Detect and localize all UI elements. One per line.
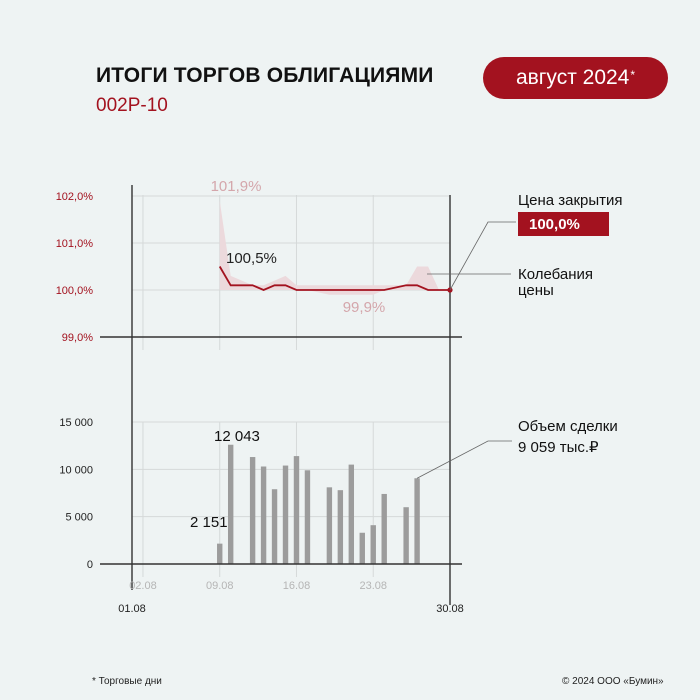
volume-tick-label: 0 <box>87 559 93 571</box>
band-label-line1: Колебания <box>518 266 593 283</box>
first-close-label: 100,5% <box>226 250 277 267</box>
max-price-label: 101,9% <box>211 178 262 195</box>
price-tick-label: 100,0% <box>56 285 94 297</box>
page-title: ИТОГИ ТОРГОВ ОБЛИГАЦИЯМИ <box>96 64 434 87</box>
close-price-badge <box>518 212 609 236</box>
price-tick-label: 102,0% <box>56 191 94 203</box>
x-tick-label: 02.08 <box>129 580 157 592</box>
page-subtitle: 002P-10 <box>96 95 168 116</box>
volume-bar <box>293 456 300 564</box>
peak-volume-label: 12 043 <box>214 428 260 445</box>
x-end-label: 30.08 <box>436 603 464 615</box>
volume-bar <box>249 457 256 564</box>
x-start-label: 01.08 <box>118 603 146 615</box>
volume-bar <box>381 493 387 564</box>
x-tick-label: 09.08 <box>206 580 234 592</box>
first-volume-label: 2 151 <box>190 514 228 531</box>
close-price-line <box>218 266 450 291</box>
band-label-line2: цены <box>518 282 554 299</box>
footnote: * Торговые дни <box>92 676 162 687</box>
volume-bar <box>282 465 289 564</box>
close-callout-line <box>449 221 516 291</box>
volume-bar <box>304 470 311 564</box>
volume-tick-label: 5 000 <box>65 512 93 524</box>
x-tick-label: 16.08 <box>283 580 311 592</box>
volume-bar <box>227 444 234 564</box>
period-badge: август 2024 * <box>483 57 668 99</box>
price-fluctuation-band <box>219 200 450 295</box>
period-label: август 2024 <box>515 66 630 89</box>
x-tick-label: 23.08 <box>359 580 387 592</box>
volume-tick-label: 10 000 <box>59 464 93 476</box>
min-price-label: 99,9% <box>343 299 386 316</box>
price-tick-label: 101,0% <box>56 238 94 250</box>
copyright: © 2024 ООО «Бумин» <box>562 676 664 687</box>
volume-bar <box>260 466 267 564</box>
volume-title: Объем сделки <box>518 418 618 435</box>
volume-bar <box>217 543 223 564</box>
volume-bar <box>337 490 344 564</box>
period-marker: * <box>630 68 636 82</box>
price-tick-label: 99,0% <box>62 332 93 344</box>
close-price-value: 100,0% <box>529 216 580 233</box>
volume-bar <box>370 525 376 564</box>
volume-bar <box>414 478 420 564</box>
volume-bar <box>403 507 409 564</box>
volume-value: 9 059 тыс.₽ <box>518 439 599 456</box>
volume-bar <box>348 464 355 564</box>
volume-bar <box>271 489 278 564</box>
volume-bar <box>359 532 365 564</box>
volume-callout-line <box>416 440 512 479</box>
close-price-title: Цена закрытия <box>518 192 623 209</box>
volume-bar <box>326 487 333 564</box>
volume-tick-label: 15 000 <box>59 417 93 429</box>
